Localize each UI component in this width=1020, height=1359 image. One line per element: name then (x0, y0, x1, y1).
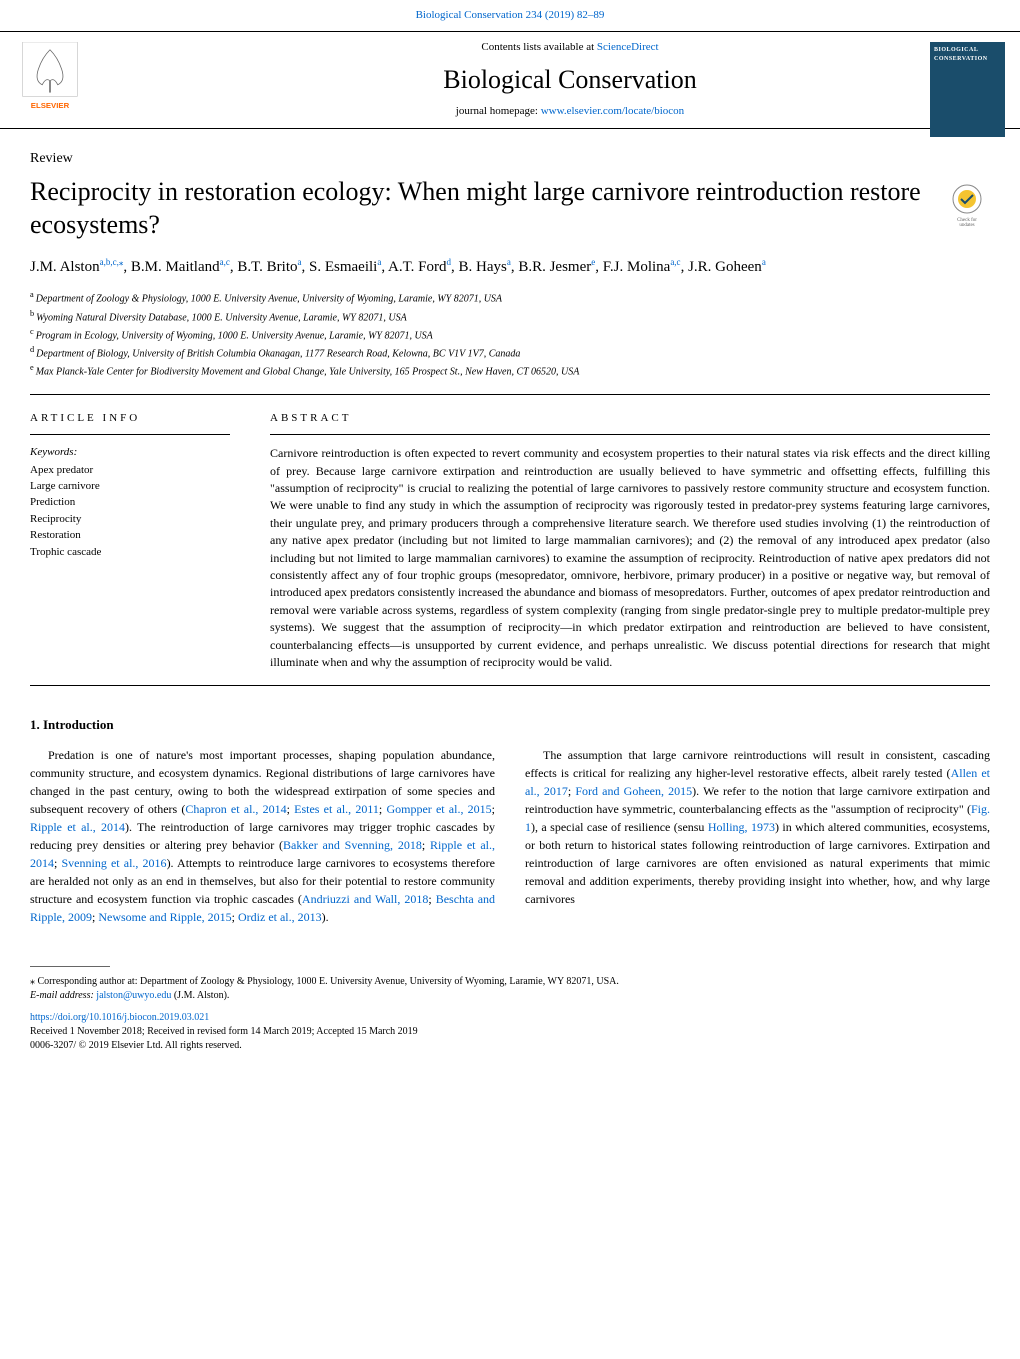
affiliations: aDepartment of Zoology & Physiology, 100… (30, 289, 990, 380)
elsevier-tree-icon: ELSEVIER (15, 42, 85, 112)
sciencedirect-link[interactable]: ScienceDirect (597, 41, 659, 53)
body-text: Predation is one of nature's most import… (30, 746, 990, 926)
masthead: ELSEVIER Contents lists available at Sci… (0, 31, 1020, 128)
citation-link[interactable]: Biological Conservation 234 (2019) 82–89 (416, 9, 605, 21)
citation-link[interactable]: Svenning et al., 2016 (61, 856, 166, 870)
keyword: Restoration (30, 528, 230, 543)
keyword: Apex predator (30, 463, 230, 478)
journal-name: Biological Conservation (120, 62, 1020, 98)
homepage-link[interactable]: www.elsevier.com/locate/biocon (541, 105, 684, 117)
article-info: ARTICLE INFO Keywords: Apex predator Lar… (30, 411, 230, 671)
citation-link[interactable]: Ripple et al., 2014 (30, 820, 125, 834)
divider (30, 685, 990, 686)
citation-link[interactable]: Chapron et al., 2014 (185, 802, 286, 816)
received-dates: Received 1 November 2018; Received in re… (0, 1025, 1020, 1039)
info-divider (30, 434, 230, 435)
keyword: Prediction (30, 495, 230, 510)
citation-link[interactable]: Gompper et al., 2015 (386, 802, 491, 816)
corresponding-author: ⁎ Corresponding author at: Department of… (0, 975, 1020, 1003)
citation-link[interactable]: Ordiz et al., 2013 (238, 910, 322, 924)
abstract: ABSTRACT Carnivore reintroduction is oft… (270, 411, 990, 671)
cover-label: BIOLOGICAL CONSERVATION (930, 42, 1005, 67)
header-citation: Biological Conservation 234 (2019) 82–89 (0, 0, 1020, 31)
svg-text:ELSEVIER: ELSEVIER (31, 102, 70, 111)
article-type: Review (30, 149, 990, 169)
copyright: 0006-3207/ © 2019 Elsevier Ltd. All righ… (0, 1039, 1020, 1073)
authors: J.M. Alstona,b,c,⁎, B.M. Maitlanda,c, B.… (30, 255, 990, 279)
abstract-divider (270, 434, 990, 435)
keyword: Trophic cascade (30, 545, 230, 560)
citation-link[interactable]: Bakker and Svenning, 2018 (283, 838, 422, 852)
keyword: Reciprocity (30, 512, 230, 527)
svg-text:updates: updates (959, 223, 974, 226)
elsevier-logo: ELSEVIER (0, 32, 120, 127)
email-link[interactable]: jalston@uwyo.edu (96, 990, 171, 1001)
introduction: 1. Introduction Predation is one of natu… (30, 716, 990, 926)
footnote-divider (30, 966, 110, 967)
contents-line: Contents lists available at ScienceDirec… (120, 40, 1020, 55)
article-body: Review Check for updates Reciprocity in … (0, 149, 1020, 927)
divider (30, 394, 990, 395)
citation-link[interactable]: Newsome and Ripple, 2015 (98, 910, 231, 924)
doi-link[interactable]: https://doi.org/10.1016/j.biocon.2019.03… (30, 1012, 209, 1023)
article-title: Reciprocity in restoration ecology: When… (30, 176, 990, 241)
intro-heading: 1. Introduction (30, 716, 990, 734)
keywords-label: Keywords: (30, 445, 230, 460)
check-updates-icon[interactable]: Check for updates (945, 181, 990, 226)
doi: https://doi.org/10.1016/j.biocon.2019.03… (0, 1003, 1020, 1025)
citation-link[interactable]: Estes et al., 2011 (294, 802, 379, 816)
abstract-text: Carnivore reintroduction is often expect… (270, 445, 990, 671)
masthead-center: Contents lists available at ScienceDirec… (120, 32, 1020, 127)
journal-cover: BIOLOGICAL CONSERVATION (930, 42, 1005, 137)
article-info-label: ARTICLE INFO (30, 411, 230, 426)
citation-link[interactable]: Andriuzzi and Wall, 2018 (302, 892, 428, 906)
info-abstract-row: ARTICLE INFO Keywords: Apex predator Lar… (30, 411, 990, 671)
citation-link[interactable]: Ford and Goheen, 2015 (575, 784, 692, 798)
homepage-line: journal homepage: www.elsevier.com/locat… (120, 104, 1020, 119)
citation-link[interactable]: Holling, 1973 (708, 820, 775, 834)
abstract-label: ABSTRACT (270, 411, 990, 426)
keyword: Large carnivore (30, 479, 230, 494)
